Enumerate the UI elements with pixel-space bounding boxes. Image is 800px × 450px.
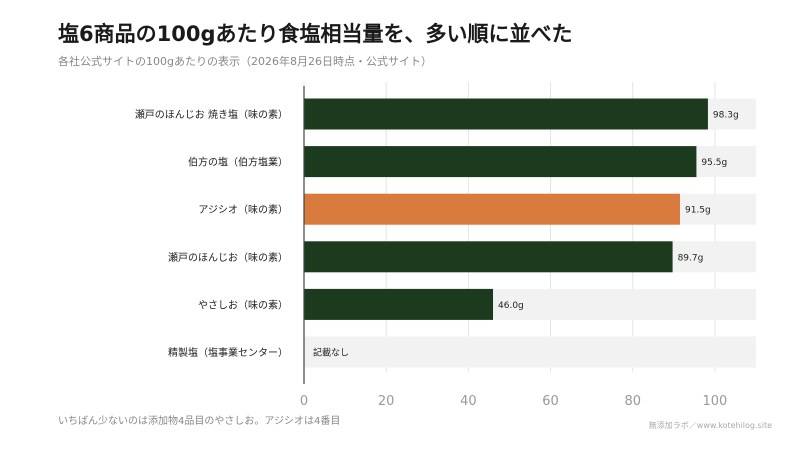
bar — [304, 193, 680, 225]
value-label: 46.0g — [498, 301, 524, 311]
value-label: 記載なし — [313, 347, 349, 359]
category-label: アジシオ（味の素） — [198, 203, 288, 216]
category-label: 精製塩（塩事業センター） — [168, 346, 288, 359]
source-credit: 無添加ラボ／www.kotehilog.site — [648, 421, 772, 430]
category-label: 瀬戸のほんじお（味の素） — [168, 251, 288, 264]
x-tick-label: 20 — [378, 394, 395, 409]
bar-track — [304, 336, 756, 368]
value-label: 89.7g — [678, 253, 704, 263]
value-label: 98.3g — [713, 111, 739, 121]
chart-title: 塩6商品の100gあたり食塩相当量を、多い順に並べた — [58, 22, 573, 46]
value-label: 91.5g — [685, 206, 711, 216]
x-tick-label: 100 — [702, 394, 727, 409]
bar — [304, 241, 673, 273]
x-tick-label: 40 — [460, 394, 477, 409]
bar — [304, 288, 494, 320]
value-label: 95.5g — [701, 158, 727, 168]
x-tick-label: 80 — [624, 394, 641, 409]
bar — [304, 98, 708, 130]
category-label: 伯方の塩（伯方塩業） — [188, 156, 288, 169]
footnote: いちばん少ないのは添加物4品目のやさしお。アジシオは4番目 — [58, 416, 341, 427]
chart-subtitle: 各社公式サイトの100gあたりの表示（2026年8月26日時点・公式サイト） — [58, 55, 432, 68]
x-tick-label: 60 — [542, 394, 559, 409]
category-label: やさしお（味の素） — [198, 298, 288, 311]
bar — [304, 146, 697, 178]
category-label: 瀬戸のほんじお 焼き塩（味の素） — [135, 108, 288, 121]
x-tick-label: 0 — [300, 394, 308, 409]
